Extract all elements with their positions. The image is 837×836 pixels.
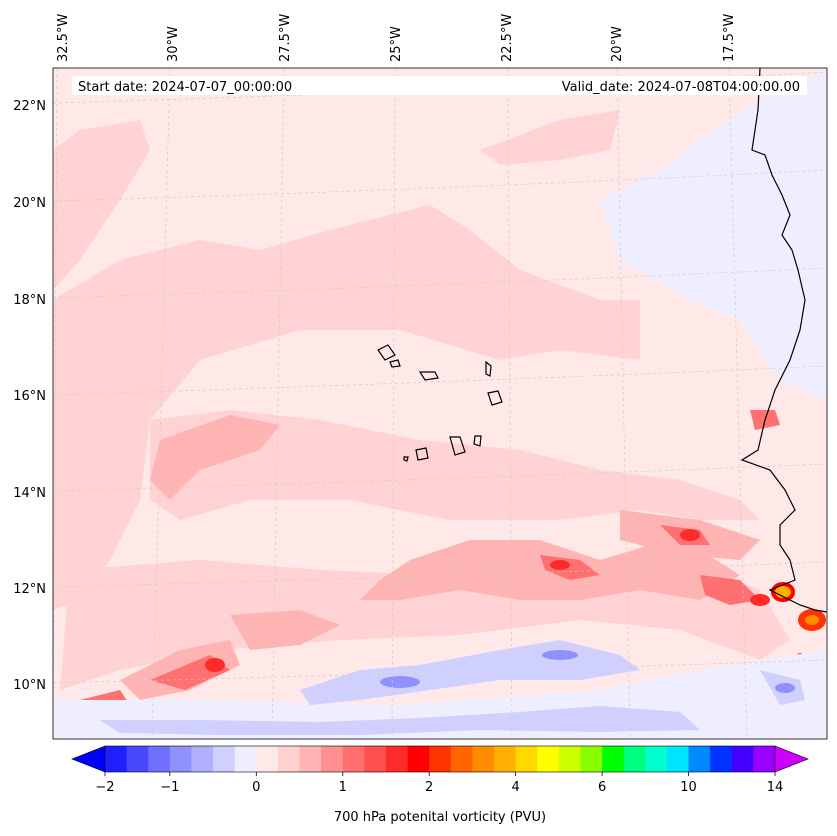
colorbar-cell (105, 746, 128, 772)
colorbar-cell (213, 746, 236, 772)
lat-tick-label: 10°N (13, 678, 46, 693)
lon-tick-labels: 32.5°W 30°W 27.5°W 25°W 22.5°W 20°W 17.5… (56, 14, 737, 62)
colorbar-cell (602, 746, 625, 772)
date-box (72, 76, 807, 95)
colorbar-max-arrow (775, 746, 808, 772)
colorbar-cell (494, 746, 517, 772)
colorbar-cell (191, 746, 214, 772)
lon-tick-label: 20°W (610, 26, 625, 62)
colorbar-tick-label: −1 (160, 780, 179, 795)
gridlines (53, 68, 827, 739)
colorbar-cell (169, 746, 192, 772)
colorbar-min-arrow (72, 746, 105, 772)
colorbar-cell (580, 746, 603, 772)
colorbar-cell (342, 746, 365, 772)
colorbar-cell (364, 746, 387, 772)
colorbar-cell (666, 746, 690, 772)
lat-tick-label: 22°N (13, 99, 46, 114)
lat-tick-label: 20°N (13, 196, 46, 211)
colorbar-cell (537, 746, 560, 772)
colorbar-tick-label: 0 (252, 780, 260, 795)
lon-tick-label: 22.5°W (500, 14, 515, 62)
colorbar-tick-label: 4 (512, 780, 520, 795)
colorbar-tick-label: 6 (598, 780, 606, 795)
lon-tick-label: 32.5°W (56, 14, 71, 62)
colorbar-cell (710, 746, 733, 772)
colorbar-tick-label: 1 (339, 780, 347, 795)
lon-tick-label: 17.5°W (722, 14, 737, 62)
lon-tick-label: 27.5°W (278, 14, 293, 62)
colorbar-cell (472, 746, 495, 772)
colorbar-cell (450, 746, 473, 772)
valid-date-label: Valid_date: 2024-07-08T04:00:00.00 (562, 80, 800, 95)
colorbar-cell (234, 746, 257, 772)
lat-tick-label: 18°N (13, 293, 46, 308)
colorbar-cell (753, 746, 776, 772)
colorbar-cell (148, 746, 171, 772)
colorbar-tick-label: −2 (95, 780, 114, 795)
map-frame (52, 67, 828, 740)
lon-tick-label: 25°W (389, 26, 404, 62)
colorbar-tick-label: 2 (425, 780, 433, 795)
colorbar-cell (623, 746, 646, 772)
lat-tick-label: 12°N (13, 582, 46, 597)
lat-tick-label: 16°N (13, 389, 46, 404)
colorbar-frame (104, 745, 776, 773)
colorbar-cell (299, 746, 322, 772)
colorbar-cell (277, 746, 301, 772)
colorbar-cell (256, 746, 279, 772)
colorbar-cell (429, 746, 452, 772)
colorbar-cell (385, 746, 409, 772)
colorbar-cell (558, 746, 581, 772)
colorbar-cell (515, 746, 538, 772)
colorbar-cell (688, 746, 711, 772)
colorbar: −2 −1 0 1 2 4 6 10 14 700 hPa potenital vorticit… (71, 745, 809, 825)
colorbar-cell (731, 746, 754, 772)
colorbar-cell (126, 746, 149, 772)
coastline (377, 68, 827, 613)
colorbar-tick-label: 10 (680, 780, 697, 795)
lon-tick-label: 30°W (166, 26, 181, 62)
colorbar-cell (407, 746, 430, 772)
lat-tick-labels: 22°N 20°N 18°N 16°N 14°N 12°N 10°N (13, 99, 46, 693)
lat-tick-label: 14°N (13, 486, 46, 501)
start-date-label: Start date: 2024-07-07_00:00:00 (78, 80, 292, 95)
colorbar-tick-label: 14 (767, 780, 784, 795)
pv-field (53, 68, 827, 739)
colorbar-cell (321, 746, 344, 772)
colorbar-cell (645, 746, 668, 772)
colorbar-title: 700 hPa potenital vorticity (PVU) (334, 810, 546, 825)
